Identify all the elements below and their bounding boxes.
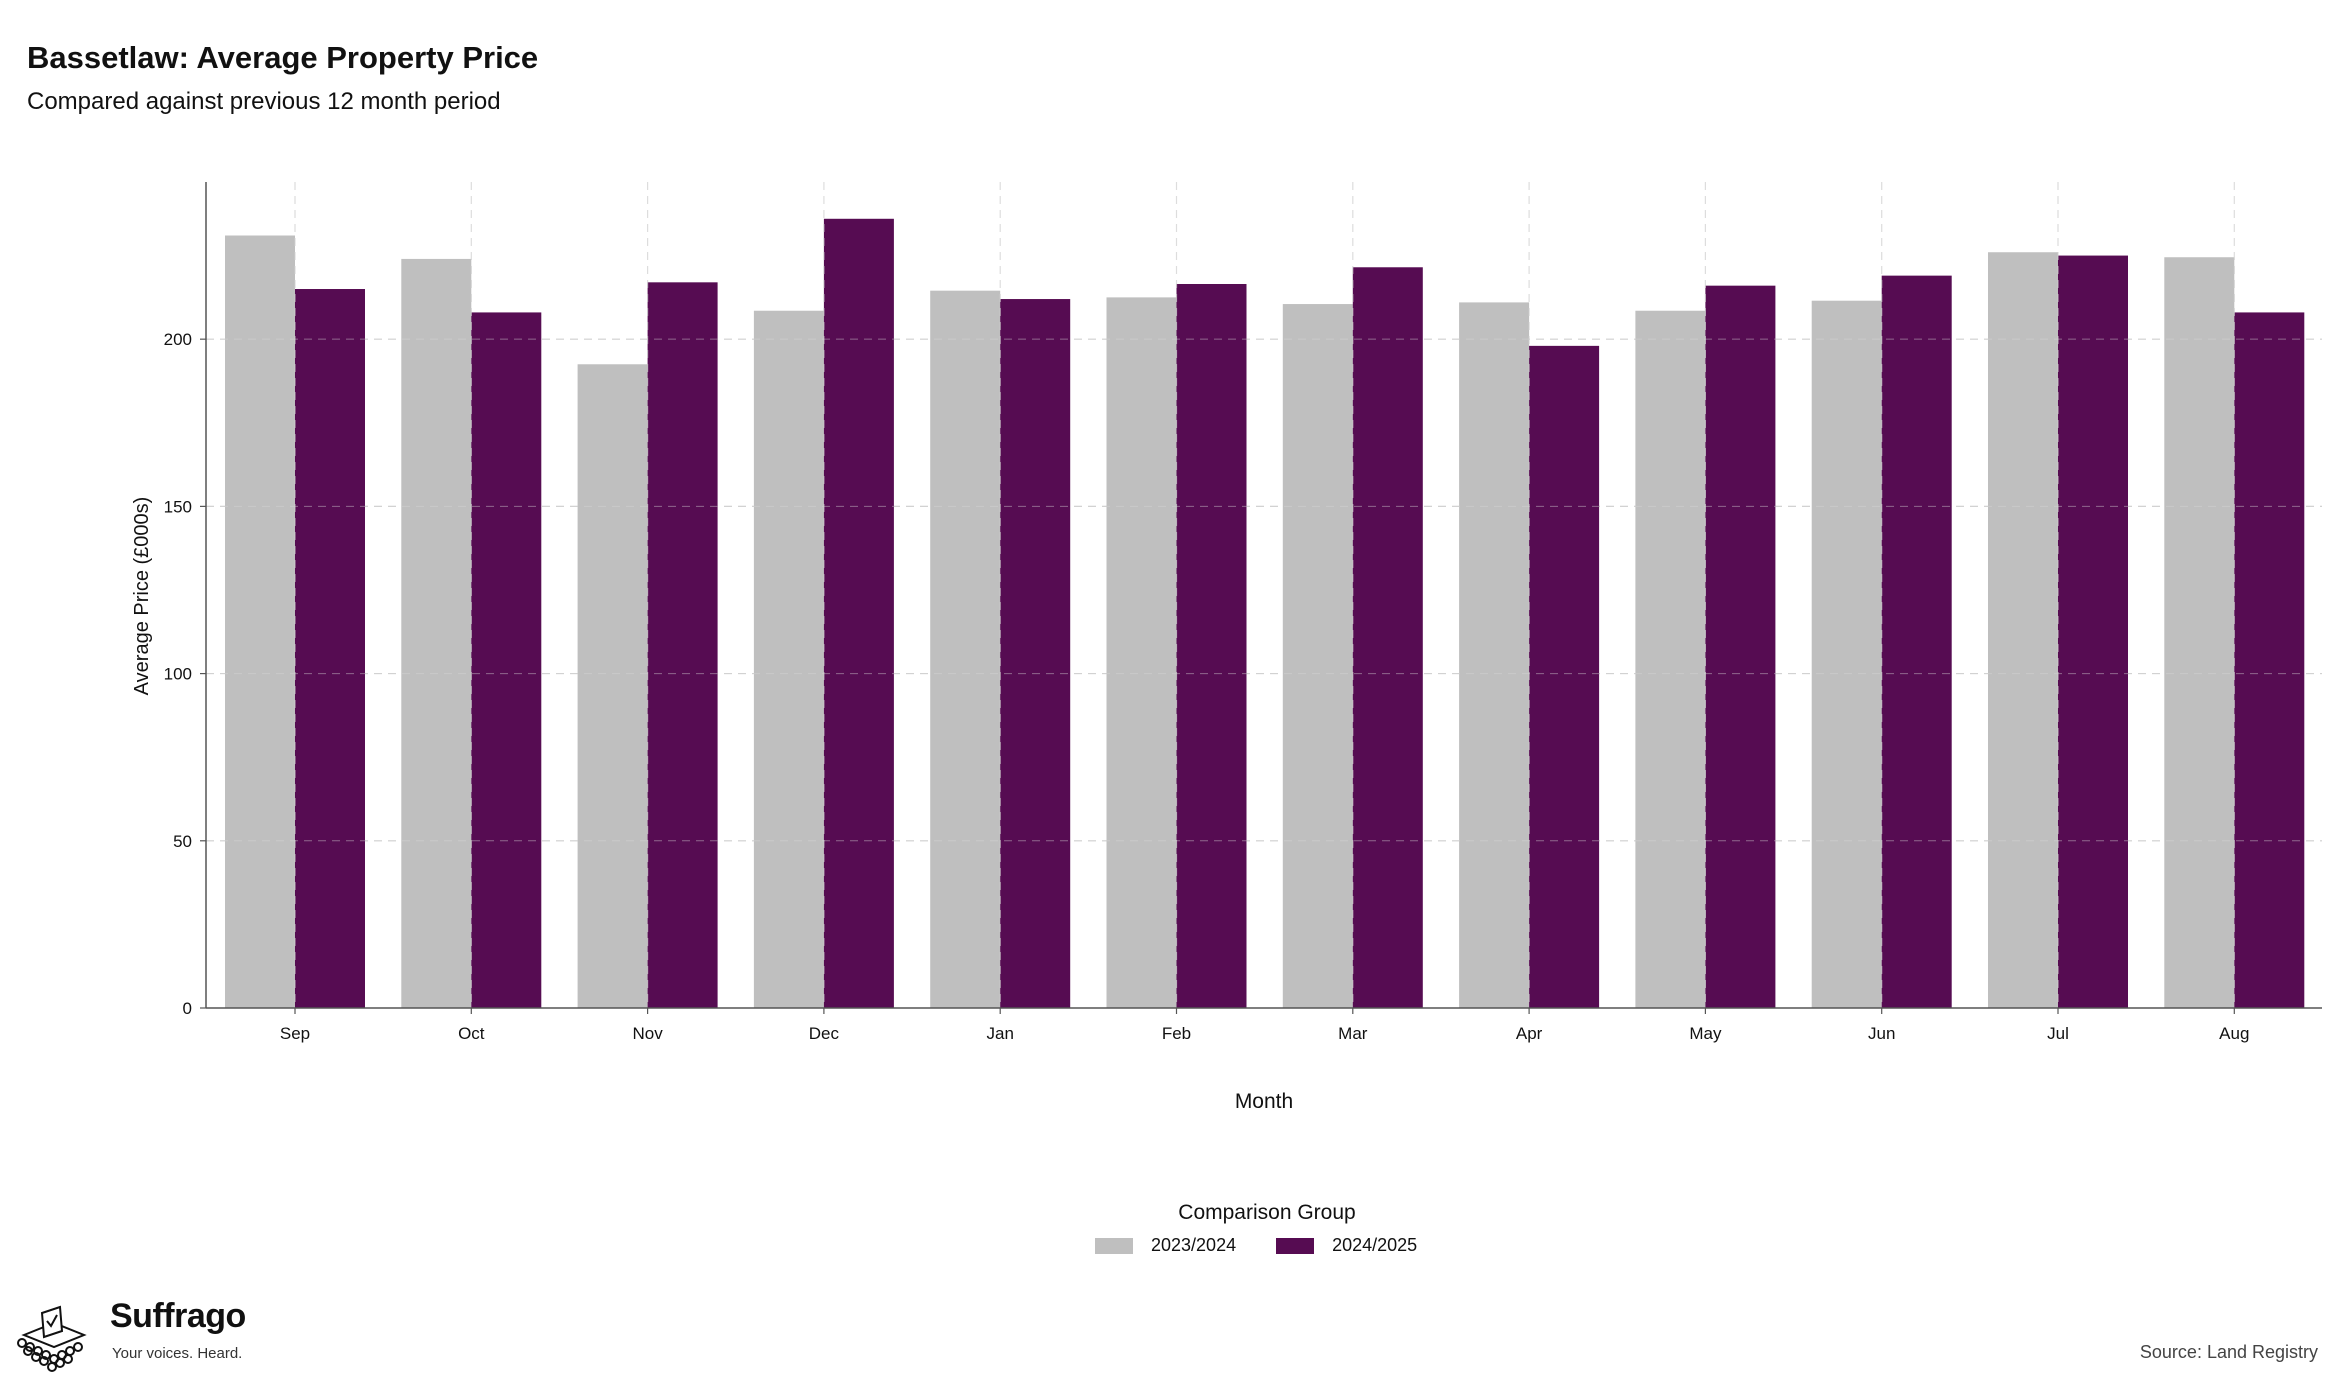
bar-2024-2025-dec [823, 218, 894, 1009]
bar-2023-2024-aug [2164, 257, 2235, 1008]
legend-item-2024-2025: 2024/2025 [1276, 1235, 1417, 1256]
bar-2024-2025-feb [1176, 283, 1247, 1008]
bar-2024-2025-oct [471, 312, 542, 1009]
legend: 2023/2024 2024/2025 [1095, 1235, 1457, 1256]
x-tick-label: Jan [986, 1024, 1013, 1043]
brand-name: Suffrago [110, 1297, 246, 1335]
bar-2023-2024-nov [577, 364, 648, 1008]
bar-2024-2025-apr [1529, 345, 1600, 1009]
legend-item-2023-2024: 2023/2024 [1095, 1235, 1236, 1256]
y-axis-title: Average Price (£000s) [131, 497, 153, 696]
bar-2023-2024-oct [401, 258, 472, 1008]
x-tick-label: Mar [1338, 1024, 1368, 1043]
bar-2024-2025-jun [1881, 275, 1952, 1008]
bar-2023-2024-jun [1811, 300, 1882, 1008]
legend-label-2024-2025: 2024/2025 [1332, 1235, 1418, 1255]
bar-2023-2024-jan [930, 290, 1001, 1008]
x-tick-label: Jul [2047, 1024, 2069, 1043]
bar-2023-2024-mar [1282, 304, 1353, 1008]
x-tick-label: Aug [2219, 1024, 2249, 1043]
y-tick-label: 150 [164, 497, 192, 516]
bar-2023-2024-feb [1106, 297, 1177, 1009]
bar-2024-2025-mar [1352, 267, 1423, 1009]
legend-label-2023-2024: 2023/2024 [1151, 1235, 1237, 1255]
x-tick-label: Dec [809, 1024, 840, 1043]
y-tick-label: 200 [164, 330, 192, 349]
x-tick-label: Sep [280, 1024, 310, 1043]
x-tick-label: Feb [1162, 1024, 1191, 1043]
legend-swatch-2023-2024 [1095, 1237, 1133, 1254]
legend-title: Comparison Group [1178, 1201, 1356, 1224]
bar-2024-2025-nov [647, 282, 718, 1009]
bar-2023-2024-may [1635, 310, 1706, 1008]
chart-title: Bassetlaw: Average Property Price [27, 40, 539, 75]
bar-chart: 0 50 100 150 200 Sep Oct Nov Dec Jan Feb Mar Apr May J… [131, 182, 2322, 1113]
bar-2024-2025-aug [2234, 312, 2305, 1009]
legend-swatch-2024-2025 [1276, 1237, 1315, 1254]
y-tick-label: 100 [164, 665, 192, 684]
chart-subtitle: Compared against previous 12 month perio… [27, 88, 501, 115]
y-tick-label: 0 [183, 999, 192, 1018]
x-tick-label: Oct [458, 1024, 485, 1043]
source-note: Source: Land Registry [2139, 1342, 2318, 1362]
brand-tagline: Your voices. Heard. [112, 1345, 243, 1362]
bar-2024-2025-jan [1000, 299, 1071, 1008]
x-tick-label: May [1689, 1024, 1722, 1043]
bar-2023-2024-apr [1459, 302, 1530, 1008]
x-tick-label: Nov [632, 1024, 663, 1043]
ballot-box-logo-icon [17, 1305, 87, 1372]
bar-2023-2024-jul [1988, 252, 2058, 1009]
x-tick-label: Jun [1868, 1024, 1895, 1043]
y-tick-label: 50 [173, 832, 192, 851]
bar-2024-2025-may [1705, 285, 1776, 1008]
x-tick-label: Apr [1516, 1024, 1543, 1043]
bar-2023-2024-sep [225, 235, 295, 1008]
bar-2024-2025-jul [2058, 255, 2128, 1008]
bar-2023-2024-dec [753, 310, 824, 1008]
bar-2024-2025-sep [295, 289, 365, 1008]
x-axis-title: Month [1235, 1090, 1293, 1113]
